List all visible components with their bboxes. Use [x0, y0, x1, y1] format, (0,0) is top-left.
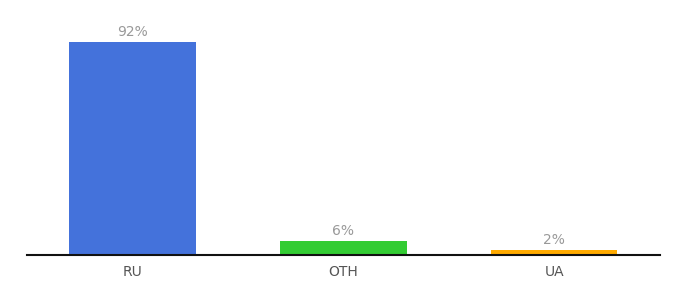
Text: 2%: 2% [543, 233, 565, 247]
Text: 92%: 92% [117, 25, 148, 39]
Text: 6%: 6% [333, 224, 354, 238]
Bar [69, 43, 196, 255]
Bar [491, 250, 617, 255]
Bar [280, 241, 407, 255]
